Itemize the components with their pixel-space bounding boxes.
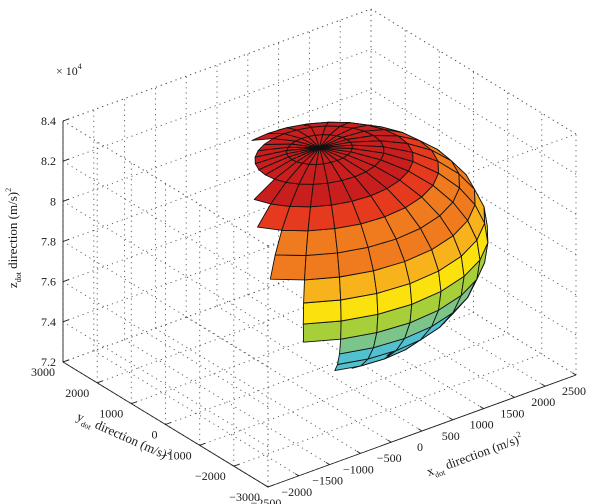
surface-patch [303, 276, 342, 304]
y-tick-label: −1000 [161, 448, 192, 462]
surface-patch [269, 254, 307, 281]
y-tick-mark [131, 401, 138, 405]
z-tick-label: 7.4 [41, 315, 56, 329]
grid-line [370, 88, 577, 215]
grid-line [62, 241, 269, 367]
x-tick-mark [356, 450, 361, 454]
x-tick-mark [448, 417, 454, 421]
y-tick-mark [165, 422, 172, 425]
x-tick-label: −1000 [343, 462, 374, 476]
y-tick-label: −3000 [229, 490, 260, 504]
y-tick-mark [267, 484, 274, 488]
z-tick-mark [62, 238, 70, 242]
z-axis-label: zdot direction (m/s)2 [4, 188, 23, 288]
grid-line [370, 249, 577, 376]
z-tick-label: 7.6 [41, 275, 56, 289]
x-tick-mark [479, 406, 484, 409]
y-axis-label: ydot direction (m/s)2 [73, 408, 173, 466]
y-tick-label: 3000 [31, 365, 55, 379]
z-axis-label-superscript: 2 [4, 188, 13, 192]
x-axis-label-subscript: dot [434, 467, 447, 479]
x-tick-label: 2500 [562, 384, 586, 398]
z-tick-label: 8 [50, 194, 56, 208]
z-tick-label: 8.2 [41, 154, 56, 168]
surface-patch [304, 252, 340, 281]
z-tick-mark [62, 158, 70, 162]
x-tick-label: 500 [442, 429, 460, 443]
z-tick-mark [62, 359, 70, 363]
x-axis-label: xdot direction (m/s)2 [424, 430, 525, 482]
y-tick-label: 0 [152, 428, 158, 442]
z-axis-label-main: z [5, 282, 20, 288]
grid-line [62, 160, 269, 287]
z-axis-label-subscript: dot [14, 271, 23, 282]
surface-patch [307, 204, 336, 232]
z-tick-mark [62, 278, 70, 283]
y-tick-mark [97, 380, 103, 384]
x-tick-mark [387, 439, 392, 443]
grid-line [62, 200, 269, 327]
z-tick-label: 8.4 [41, 114, 56, 128]
x-tick-label: 2000 [531, 395, 555, 409]
grid-line [62, 321, 269, 448]
z-tick-label: 7.2 [41, 355, 56, 369]
x-tick-label: −500 [377, 451, 402, 465]
z-multiplier-base: × 10 [56, 64, 78, 78]
grid-line [124, 339, 330, 465]
x-tick-label: −2000 [281, 485, 312, 499]
x-axis-label-superscript: 2 [515, 430, 522, 440]
box-edge [62, 8, 372, 122]
z-axis-label-text: direction (m/s) [5, 192, 20, 272]
surface-patch [305, 228, 338, 256]
surface-layer [251, 121, 489, 372]
z-tick-label: 7.8 [41, 235, 56, 249]
grid-line [216, 305, 423, 432]
x-tick-mark [418, 428, 423, 432]
grid-line [370, 48, 577, 175]
x-tick-label: 1500 [500, 406, 524, 420]
y-axis-label-subscript: dot [79, 419, 93, 432]
box-edge [370, 8, 577, 135]
x-tick-label: −2500 [251, 496, 282, 504]
box-edge [62, 120, 269, 247]
y-tick-mark [233, 463, 240, 467]
axes-layer [62, 118, 577, 488]
z-multiplier: × 104 [56, 62, 82, 78]
x-axis-label-main: x [424, 463, 436, 479]
grid-line [62, 281, 269, 408]
x-tick-label: 1000 [470, 418, 494, 432]
z-multiplier-exponent: 4 [78, 62, 82, 71]
x-tick-mark [264, 484, 269, 488]
y-tick-label: 2000 [65, 386, 89, 400]
x-tick-label: 0 [417, 440, 423, 454]
surface-patch [432, 172, 460, 203]
x-tick-mark [572, 372, 577, 376]
y-tick-label: −2000 [195, 469, 226, 483]
x-tick-label: −1500 [312, 474, 343, 488]
z-tick-mark [62, 319, 70, 323]
surface-patch [302, 320, 342, 343]
x-tick-mark [541, 383, 546, 387]
surface-patch [274, 229, 309, 256]
x-tick-mark [510, 394, 515, 398]
y-tick-mark [199, 442, 206, 446]
grid-line [93, 350, 300, 477]
surface-patch [302, 299, 342, 325]
z-tick-mark [62, 198, 70, 202]
z-tick-mark [62, 118, 70, 122]
y-axis-label-superscript: 2 [166, 447, 173, 457]
grid-line [62, 8, 372, 122]
x-tick-mark [294, 473, 300, 477]
y-tick-label: 1000 [99, 407, 123, 421]
x-tick-mark [325, 462, 330, 465]
grid-line [155, 328, 361, 454]
